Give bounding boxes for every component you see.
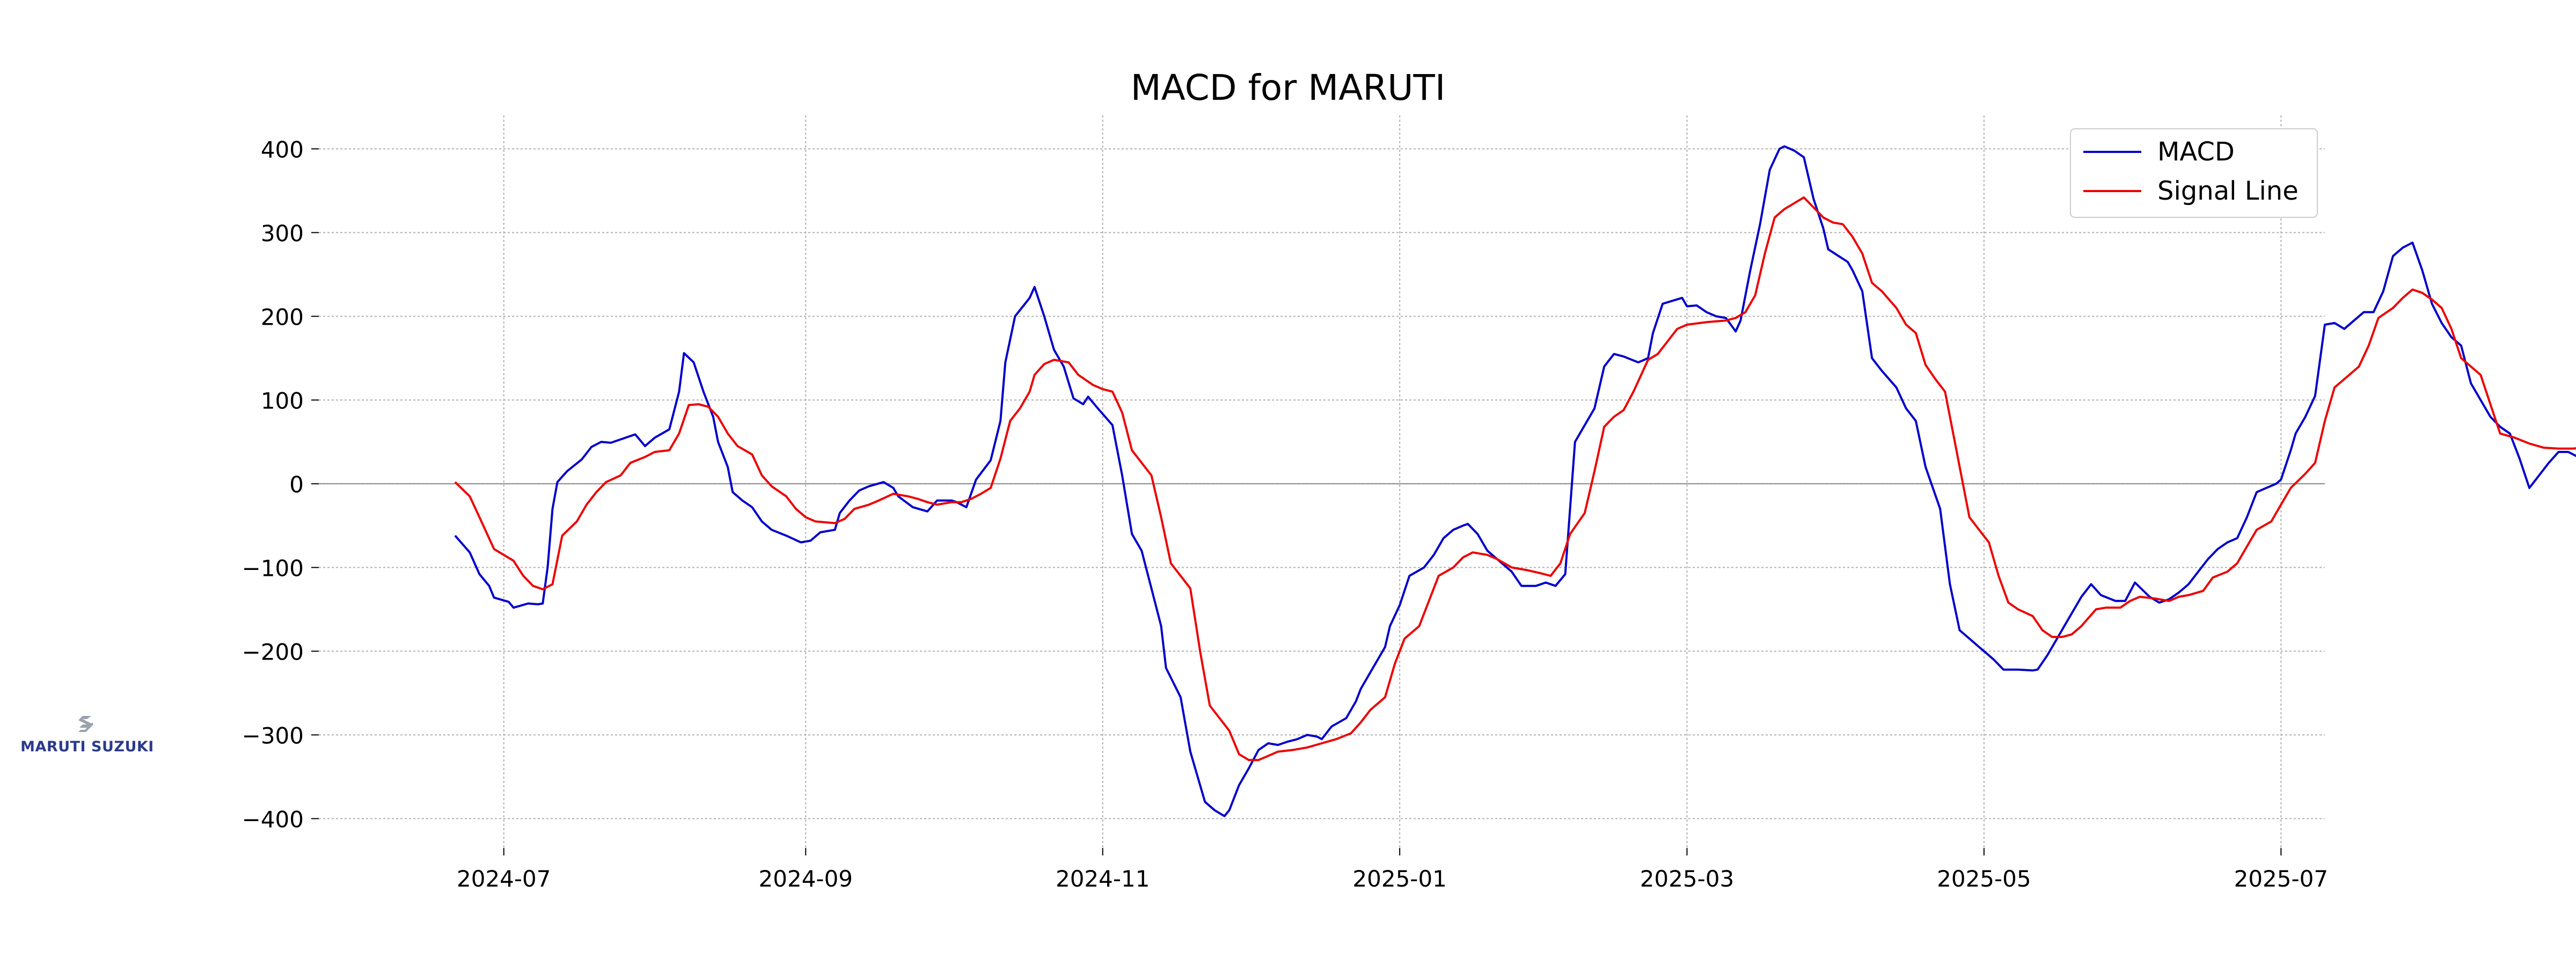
x-tick-label: 2025-07 — [2234, 866, 2329, 892]
x-tick-label: 2025-01 — [1352, 866, 1447, 892]
y-tick-label: 200 — [261, 304, 304, 330]
y-tick-label: −300 — [242, 722, 304, 749]
y-tick-label: −200 — [242, 639, 304, 665]
y-tick-label: 300 — [261, 220, 304, 246]
x-tick-labels: 2024-07 2024-09 2024-11 2025-01 2025-03 2025-… — [457, 848, 2328, 892]
logo-text: MARUTI SUZUKI — [20, 738, 154, 755]
legend-label-macd: MACD — [2157, 137, 2235, 167]
y-tick-label: −400 — [242, 806, 304, 832]
suzuki-s-icon — [78, 716, 93, 732]
x-tick-label: 2025-05 — [1937, 866, 2031, 892]
y-tick-labels: 400 300 200 100 0 −100 −200 −300 −400 — [242, 136, 319, 832]
legend-label-signal: Signal Line — [2157, 176, 2299, 206]
y-tick-label: 100 — [261, 387, 304, 414]
y-tick-label: 0 — [289, 471, 304, 497]
maruti-suzuki-logo: MARUTI SUZUKI — [11, 714, 164, 762]
x-tick-label: 2025-03 — [1640, 866, 1735, 892]
x-tick-label: 2024-09 — [759, 866, 853, 892]
y-tick-label: 400 — [261, 136, 304, 163]
macd-line — [454, 145, 2576, 817]
x-tick-label: 2024-11 — [1056, 866, 1150, 892]
legend: MACD Signal Line — [2070, 128, 2318, 218]
x-tick-label: 2024-07 — [457, 866, 551, 892]
y-tick-label: −100 — [242, 555, 304, 581]
x-gridlines — [503, 115, 2282, 848]
series-lines — [454, 145, 2576, 817]
signal-line — [454, 196, 2576, 762]
chart-title: MACD for MARUTI — [1131, 67, 1446, 108]
